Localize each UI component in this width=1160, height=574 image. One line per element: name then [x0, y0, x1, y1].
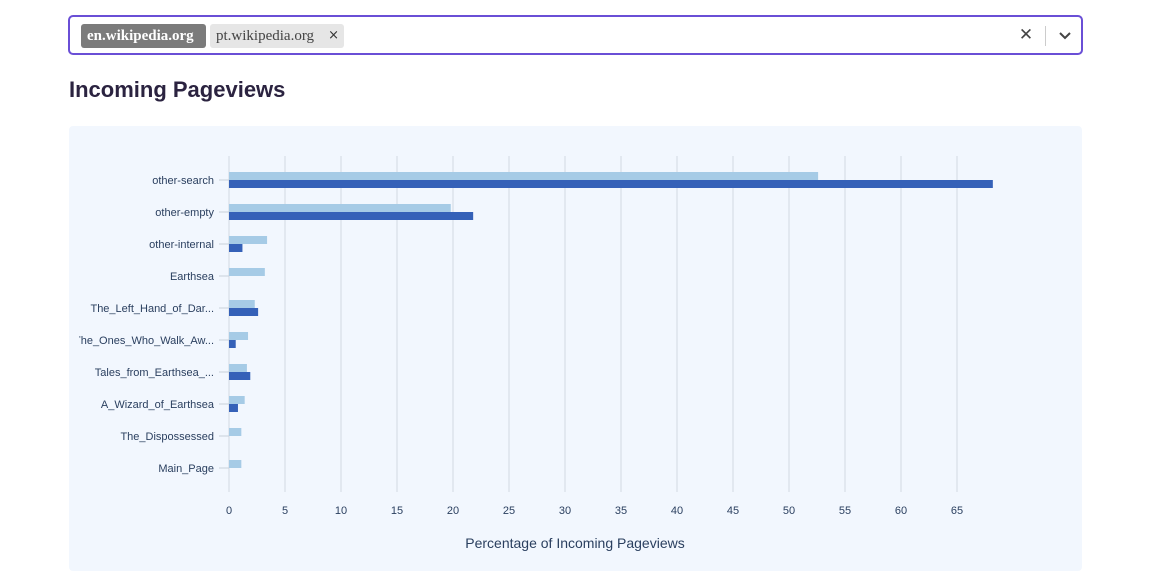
category-label: other-empty [155, 207, 214, 219]
remove-chip-icon[interactable]: × [328, 28, 339, 43]
bar-series-dark [229, 244, 243, 252]
x-tick-label: 10 [335, 505, 347, 517]
bar-series-light [229, 396, 245, 404]
category-label: The_Dispossessed [120, 431, 214, 443]
x-tick-label: 55 [839, 505, 851, 517]
close-icon[interactable]: ✕ [1018, 25, 1034, 45]
x-tick-label: 30 [559, 505, 571, 517]
chip-pt-wikipedia[interactable]: pt.wikipedia.org × [210, 24, 344, 48]
category-label: Main_Page [158, 463, 214, 475]
category-label: A_Wizard_of_Earthsea [101, 399, 215, 411]
bar-series-dark [229, 308, 259, 316]
x-axis-title: Percentage of Incoming Pageviews [465, 535, 684, 551]
bar-series-light [229, 460, 242, 468]
bar-series-dark [229, 212, 474, 220]
selector-divider [1045, 26, 1046, 46]
bar-series-light [229, 364, 247, 372]
page-title: Incoming Pageviews [69, 77, 286, 102]
bar-series-light [229, 204, 451, 212]
category-label: other-search [152, 175, 214, 187]
x-tick-label: 40 [671, 505, 683, 517]
incoming-pageviews-chart: 0 5 10 15 20 25 30 35 40 45 50 55 60 65 other-search ot… [69, 126, 1082, 571]
chevron-down-icon[interactable] [1055, 25, 1075, 45]
x-tick-label: 0 [226, 505, 232, 517]
bar-series-light [229, 268, 265, 276]
x-tick-label: 60 [895, 505, 907, 517]
bar-series-dark [229, 340, 236, 348]
bar-series-dark [229, 180, 993, 188]
bar-series-light [229, 236, 268, 244]
bar-series-light [229, 172, 819, 180]
x-tick-label: 15 [391, 505, 403, 517]
site-multiselect[interactable]: en.wikipedia.org pt.wikipedia.org × ✕ [68, 15, 1083, 55]
x-tick-label: 20 [447, 505, 459, 517]
category-label: other-internal [149, 239, 214, 251]
chip-label: pt.wikipedia.org [216, 28, 315, 44]
bar-series-dark [229, 372, 251, 380]
x-tick-label: 45 [727, 505, 739, 517]
x-tick-label: 5 [282, 505, 288, 517]
category-label: The_Ones_Who_Walk_Aw... [74, 335, 214, 347]
bar-series-light [229, 332, 249, 340]
bar-chart-svg: 0 5 10 15 20 25 30 35 40 45 50 55 60 65 other-search ot… [74, 156, 993, 551]
category-label: Earthsea [170, 271, 215, 283]
x-tick-label: 35 [615, 505, 627, 517]
x-tick-label: 25 [503, 505, 515, 517]
chip-en-wikipedia[interactable]: en.wikipedia.org [81, 24, 206, 48]
bar-series-light [229, 428, 242, 436]
bar-series-light [229, 300, 255, 308]
category-label: The_Left_Hand_of_Dar... [90, 303, 214, 315]
x-tick-label: 50 [783, 505, 795, 517]
bar-series-dark [229, 404, 238, 412]
category-label: Tales_from_Earthsea_... [95, 367, 214, 379]
x-tick-label: 65 [951, 505, 963, 517]
